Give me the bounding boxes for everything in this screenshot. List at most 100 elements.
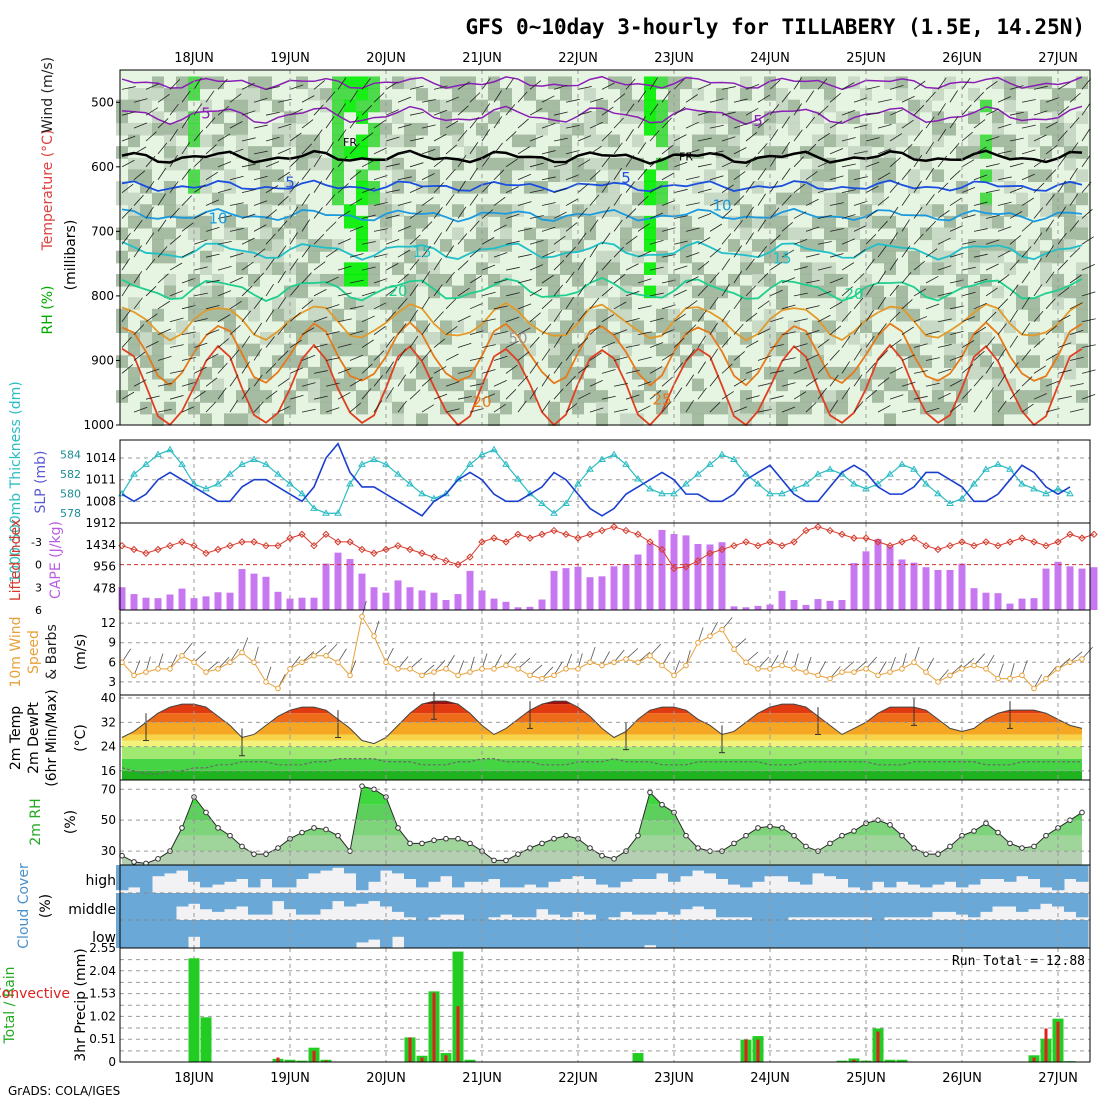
wind-barb xyxy=(757,245,767,258)
lifted-point xyxy=(394,541,402,550)
wind-barb xyxy=(1033,310,1044,322)
cloud-high-cell xyxy=(704,865,717,874)
rh-cell xyxy=(308,88,320,101)
rh-cell xyxy=(368,99,380,113)
rh-band xyxy=(122,804,1082,821)
rh-cell xyxy=(932,122,944,136)
wind-barb xyxy=(505,266,520,271)
precip-tick-label: 0.51 xyxy=(89,1032,116,1046)
rh-cell xyxy=(1028,355,1040,368)
rh-point xyxy=(155,856,161,862)
wind-barb xyxy=(709,247,721,258)
rh-cell xyxy=(584,111,596,124)
lifted-point xyxy=(730,541,738,550)
rh-cell xyxy=(1076,308,1088,322)
wind-barb xyxy=(349,90,358,103)
wind-barb xyxy=(169,262,183,271)
date-label-bottom: 23JUN xyxy=(654,1071,694,1086)
wind-barb xyxy=(217,362,228,374)
cloud-middle-cell xyxy=(644,893,657,915)
lifted-point xyxy=(982,538,990,546)
wind-barb xyxy=(289,108,303,116)
wind-barb xyxy=(553,309,563,322)
cape-bar xyxy=(982,592,990,610)
date-label-bottom: 25JUN xyxy=(846,1071,886,1086)
rh-cell xyxy=(116,390,128,403)
wind-barb xyxy=(805,354,819,361)
rh-cell xyxy=(140,215,152,229)
wind-barb xyxy=(457,155,467,168)
wind-barb xyxy=(1021,124,1036,129)
temperature-contour xyxy=(121,321,1083,387)
wind-barb xyxy=(517,303,532,310)
rh-cell xyxy=(596,332,608,345)
wind-barb xyxy=(541,250,555,258)
wind-barb xyxy=(361,339,374,348)
wind-barb xyxy=(493,331,508,336)
thickness-point xyxy=(1054,484,1062,492)
wind-barb xyxy=(697,261,710,271)
wind-barb xyxy=(421,404,435,413)
wind-barb xyxy=(841,286,853,297)
precip-total-bar xyxy=(836,1060,848,1062)
rh-cell xyxy=(392,169,404,183)
wind-barb xyxy=(133,406,148,413)
cloud-low-cell xyxy=(464,920,477,948)
cape-bar xyxy=(490,598,498,610)
wind-barb xyxy=(1045,407,1060,413)
rh-cell xyxy=(1016,76,1028,90)
wind-barb xyxy=(1021,99,1036,103)
wind-barb xyxy=(457,287,470,297)
rh-cell xyxy=(560,343,572,357)
rh-cell xyxy=(980,332,992,345)
wind-barb xyxy=(697,163,712,168)
cape-tick-label: 1912 xyxy=(85,516,116,530)
wind-barb xyxy=(781,277,796,284)
contour-label: 25 xyxy=(652,390,671,408)
wind-barb xyxy=(781,194,792,206)
rh-cell xyxy=(404,273,416,287)
wind-barb xyxy=(301,299,314,310)
rh-cell xyxy=(140,88,152,101)
wind-barb xyxy=(361,214,376,219)
rh-cell xyxy=(620,99,632,113)
wind-barb xyxy=(865,362,876,374)
lifted-point xyxy=(514,530,522,539)
rh-cell xyxy=(296,227,308,241)
wind-barb xyxy=(973,91,984,103)
rh-cell xyxy=(980,192,992,206)
wind-barb xyxy=(145,206,154,219)
wind-barb xyxy=(385,287,398,297)
wind-barb xyxy=(409,284,419,297)
rh-cell xyxy=(776,192,788,206)
wind-barb xyxy=(973,201,988,206)
wind-barb xyxy=(517,201,532,206)
thickness-point xyxy=(166,445,174,453)
wind-barb xyxy=(193,211,207,219)
wind-barb xyxy=(433,258,442,271)
wind-barb xyxy=(661,279,676,284)
rh-cell xyxy=(944,262,956,275)
cape-bar xyxy=(826,600,834,610)
rh-cell xyxy=(776,88,788,101)
rh-cell xyxy=(836,308,848,322)
wind-barb xyxy=(241,82,255,90)
wind-speed-point xyxy=(923,669,929,675)
rh-cell xyxy=(584,285,596,299)
cape-bar xyxy=(118,587,126,610)
wind-barb xyxy=(793,77,802,90)
rh-cell xyxy=(800,366,812,380)
rh-cell xyxy=(1040,262,1052,275)
wind-barb xyxy=(1081,129,1090,142)
rh-cell xyxy=(1064,332,1076,345)
wind-barb xyxy=(337,238,351,245)
cloud-low-cell xyxy=(788,920,801,948)
wind-barb xyxy=(781,331,796,336)
cloud-high-cell xyxy=(524,865,537,885)
rh-cell xyxy=(968,88,980,101)
cape-bar xyxy=(298,597,306,610)
cape-bar xyxy=(694,544,702,610)
wind-barb xyxy=(721,283,730,297)
cloud-low-cell xyxy=(116,920,129,948)
wind-barb xyxy=(361,241,376,245)
